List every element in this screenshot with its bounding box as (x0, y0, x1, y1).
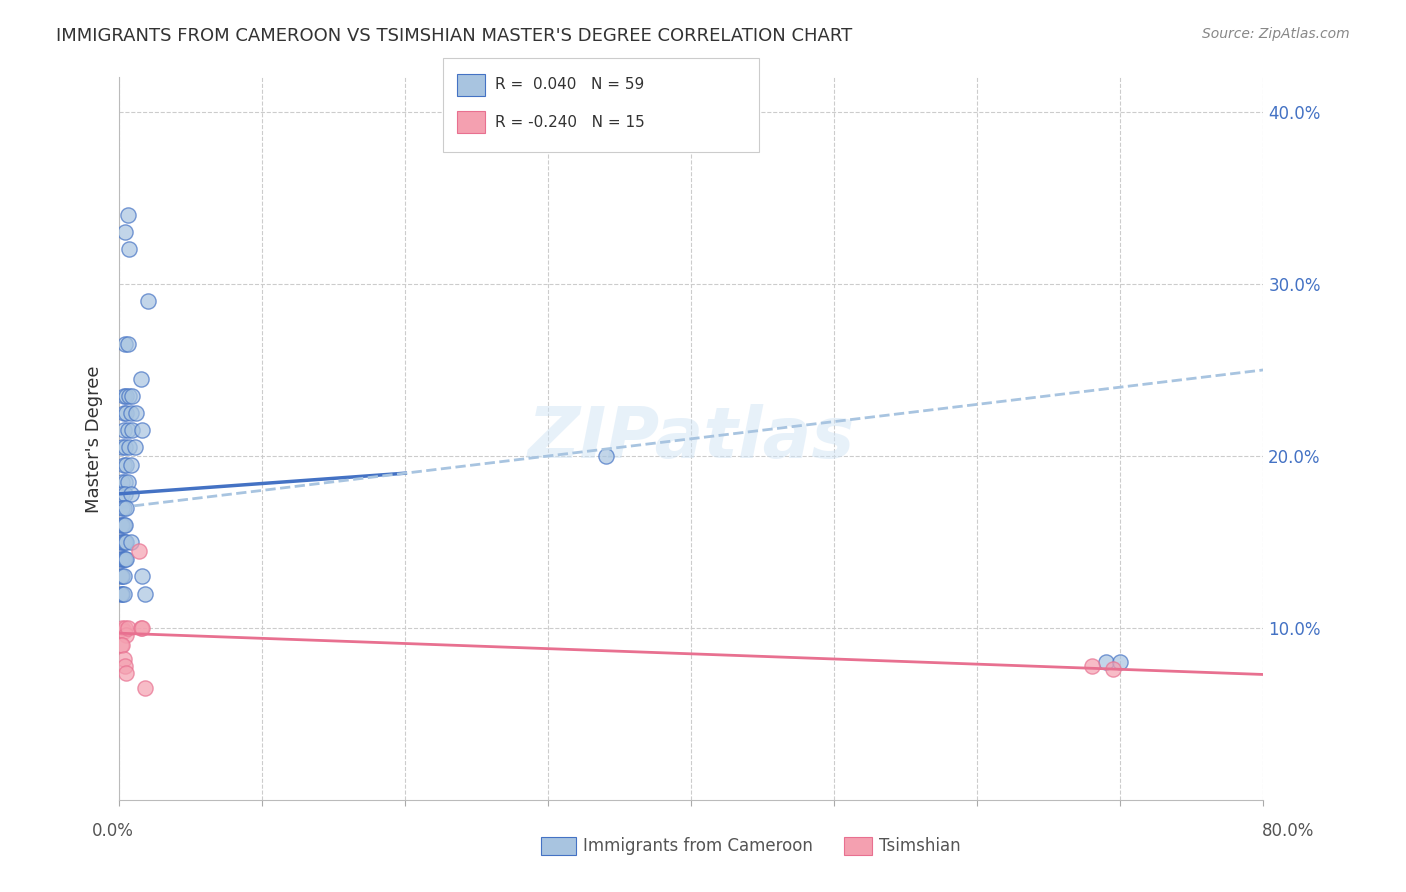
Point (112, 535, 135, 549)
Point (112, 500, 135, 515)
Point (117, 621, 139, 635)
Point (114, 337, 136, 351)
Point (114, 225, 136, 239)
Point (1080, 659, 1102, 673)
Point (125, 406, 148, 420)
Text: ZIPatlas: ZIPatlas (527, 404, 855, 474)
Point (112, 389, 135, 403)
Point (121, 423, 143, 437)
Text: 0.0%: 0.0% (91, 822, 134, 840)
Point (115, 458, 138, 472)
Point (117, 423, 139, 437)
Point (112, 517, 135, 532)
Point (136, 294, 159, 309)
Point (114, 659, 136, 673)
Point (114, 552, 136, 566)
Point (131, 569, 153, 583)
Text: IMMIGRANTS FROM CAMEROON VS TSIMSHIAN MASTER'S DEGREE CORRELATION CHART: IMMIGRANTS FROM CAMEROON VS TSIMSHIAN MA… (56, 27, 852, 45)
Point (114, 517, 136, 532)
Point (120, 458, 142, 472)
Point (1109, 656, 1132, 670)
Y-axis label: Master's Degree: Master's Degree (86, 365, 103, 513)
Point (115, 628, 138, 642)
Point (117, 208, 139, 222)
Point (112, 569, 135, 583)
Point (112, 586, 135, 600)
Point (111, 535, 134, 549)
Point (112, 652, 135, 666)
Point (110, 535, 132, 549)
Point (131, 621, 153, 635)
Point (110, 552, 132, 566)
Point (118, 441, 141, 455)
Point (117, 337, 139, 351)
Point (120, 406, 142, 420)
Point (111, 487, 134, 501)
Text: 80.0%: 80.0% (1263, 822, 1315, 840)
Point (111, 638, 134, 652)
Point (115, 535, 138, 549)
Point (124, 441, 146, 455)
Point (134, 586, 156, 600)
Text: Source: ZipAtlas.com: Source: ZipAtlas.com (1202, 27, 1350, 41)
Point (120, 535, 142, 549)
Point (114, 487, 136, 501)
Point (111, 475, 134, 489)
Point (111, 621, 134, 635)
Point (1102, 662, 1125, 676)
Point (114, 535, 136, 549)
Point (112, 458, 135, 472)
Point (110, 586, 132, 600)
Point (111, 517, 134, 532)
Point (110, 569, 132, 583)
Text: R = -0.240   N = 15: R = -0.240 N = 15 (495, 115, 645, 129)
Point (110, 638, 132, 652)
Point (134, 681, 156, 696)
Point (129, 371, 152, 385)
Point (114, 475, 136, 489)
Point (111, 569, 134, 583)
Point (115, 665, 138, 680)
Point (118, 389, 141, 403)
Point (120, 487, 142, 501)
Point (115, 552, 138, 566)
Point (131, 423, 153, 437)
Point (111, 552, 134, 566)
Point (111, 500, 134, 515)
Point (128, 543, 150, 558)
Point (112, 406, 135, 420)
Point (129, 621, 152, 635)
Text: Immigrants from Cameroon: Immigrants from Cameroon (583, 837, 813, 855)
Point (121, 389, 143, 403)
Text: R =  0.040   N = 59: R = 0.040 N = 59 (495, 78, 644, 92)
Point (115, 406, 138, 420)
Point (112, 624, 135, 639)
Point (112, 423, 135, 437)
Point (114, 621, 136, 635)
Point (114, 441, 136, 455)
Point (112, 552, 135, 566)
Point (115, 500, 138, 515)
Point (595, 449, 617, 463)
Point (115, 389, 138, 403)
Point (117, 475, 139, 489)
Point (110, 517, 132, 532)
Point (1095, 656, 1118, 670)
Text: Tsimshian: Tsimshian (879, 837, 960, 855)
Point (111, 586, 134, 600)
Point (111, 441, 134, 455)
Point (118, 243, 141, 257)
